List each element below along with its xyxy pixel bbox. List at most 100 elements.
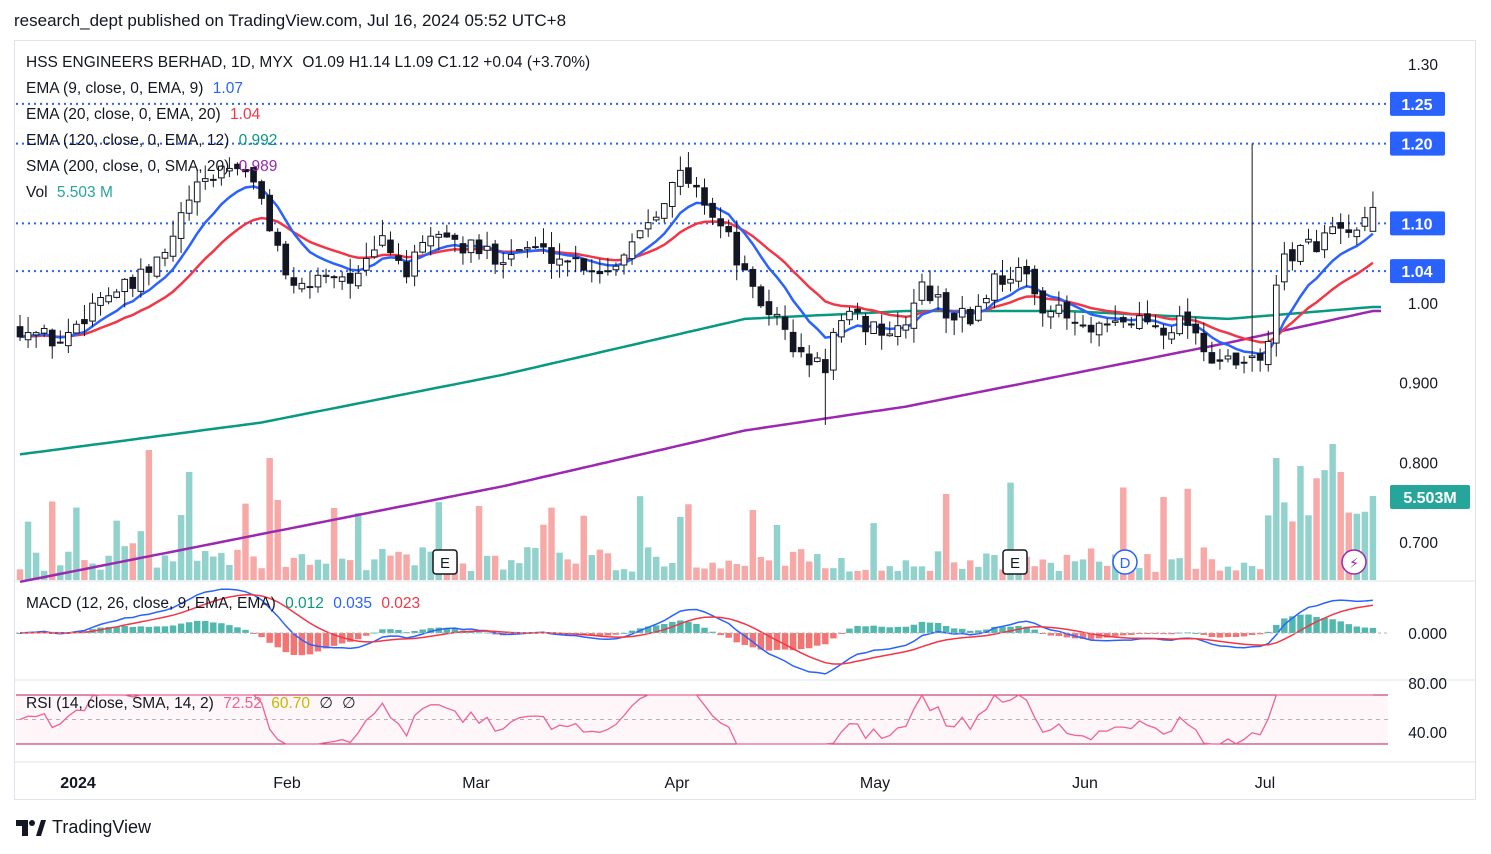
macd-histogram-bar [1305,614,1312,633]
volume-bar [612,570,620,580]
volume-bar [644,547,652,580]
candle-body [387,239,394,253]
volume-bar [282,566,289,580]
macd-histogram-bar [910,624,918,633]
volume-bar [435,502,443,580]
macd-tick-label: 0.000 [1408,626,1447,643]
candle-body [290,277,298,286]
candle-body [644,222,652,230]
macd-histogram-bar [733,633,740,643]
volume-bar [886,566,893,580]
volume-bar [105,555,112,580]
candle-body [685,167,692,184]
volume-bar [1128,566,1135,580]
macd-histogram-bar [483,632,491,634]
price-level-label: 1.20 [1401,137,1432,154]
candle-body [1361,217,1369,227]
macd-histogram-bar [1103,633,1111,638]
macd-histogram-bar [838,633,845,634]
volume-bar [40,570,48,580]
candle-body [540,243,547,248]
macd-histogram-bar [1265,631,1272,633]
legend-ohlc: O1.09 H1.14 L1.09 C1.12 +0.04 (+3.70%) [302,54,591,71]
tradingview-footer[interactable]: TradingView [16,817,151,838]
candle-body [153,256,161,277]
volume-bar [1353,513,1361,580]
volume-bar [266,458,273,580]
macd-histogram-bar [153,626,161,633]
candle-body [773,313,781,317]
volume-bar [894,570,902,580]
volume-bar [467,570,475,580]
volume-bar [1289,521,1296,580]
volume-bar [822,568,829,580]
volume-bar [89,563,96,580]
candle-body [1200,332,1208,353]
candle-body [757,286,765,307]
volume-bar [846,571,853,580]
macd-histogram-bar [886,627,893,633]
candle-body [765,301,773,316]
legend-sma200-label: SMA (200, close, 0, SMA, 20) [26,158,230,175]
candle-body [1063,301,1071,319]
volume-bar [330,508,338,580]
volume-bar [483,555,491,580]
volume-bar [49,501,56,580]
candle-body [346,272,354,284]
volume-bar [564,559,571,580]
volume-bar [765,560,773,580]
candle-body [1160,327,1167,336]
candle-body [491,243,499,265]
legend-ema120-value: 0.992 [238,132,278,149]
candle-body [97,297,104,306]
volume-bar [1168,559,1175,580]
volume-bar [902,560,910,580]
candle-body [1232,352,1240,366]
volume-bar [1329,444,1336,580]
candle-body [1313,241,1320,253]
volume-bar [459,563,467,580]
candle-body [910,302,918,329]
volume-bar [193,560,201,580]
macd-histogram-bar [934,623,942,633]
macd-histogram-bar [491,633,499,635]
candle-body [1256,352,1264,361]
x-axis-label: May [860,775,890,792]
candle-body [362,257,370,271]
candle-body [1224,355,1232,360]
volume-bar [1007,482,1014,580]
candle-body [1305,238,1312,243]
candle-body [1345,229,1353,233]
legend-macd-v2: 0.035 [333,595,373,612]
volume-bar [1063,554,1071,580]
candle-body [16,326,24,338]
price-tick-label: 1.30 [1408,57,1439,74]
candle-body [1023,265,1030,275]
volume-bar [532,547,539,580]
volume-bar [950,562,958,580]
macd-histogram-bar [242,629,249,633]
candle-body [1152,325,1159,328]
legend-ema9-value: 1.07 [212,80,243,97]
candle-body [1007,278,1014,284]
legend-ema120-label: EMA (120, close, 0, EMA, 12) [26,132,230,149]
volume-bar [757,557,765,580]
candle-body [507,253,515,260]
candle-body [1353,229,1361,238]
macd-histogram-bar [725,633,732,638]
volume-bar [395,551,402,580]
candle-body [1264,340,1272,366]
volume-bar [1265,515,1272,580]
legend-macd-v1: 0.012 [285,595,324,612]
legend-vol-label: Vol [26,184,48,201]
macd-histogram-bar [652,625,660,633]
macd-histogram-bar [210,622,217,633]
candle-body [1071,321,1079,324]
candle-body [1168,332,1175,340]
candle-body [975,305,982,321]
candle-body [1321,232,1328,251]
macd-histogram-bar [588,633,596,636]
macd-histogram-bar [1007,626,1014,633]
x-axis-label: Apr [665,775,691,792]
volume-badge [1390,485,1470,509]
